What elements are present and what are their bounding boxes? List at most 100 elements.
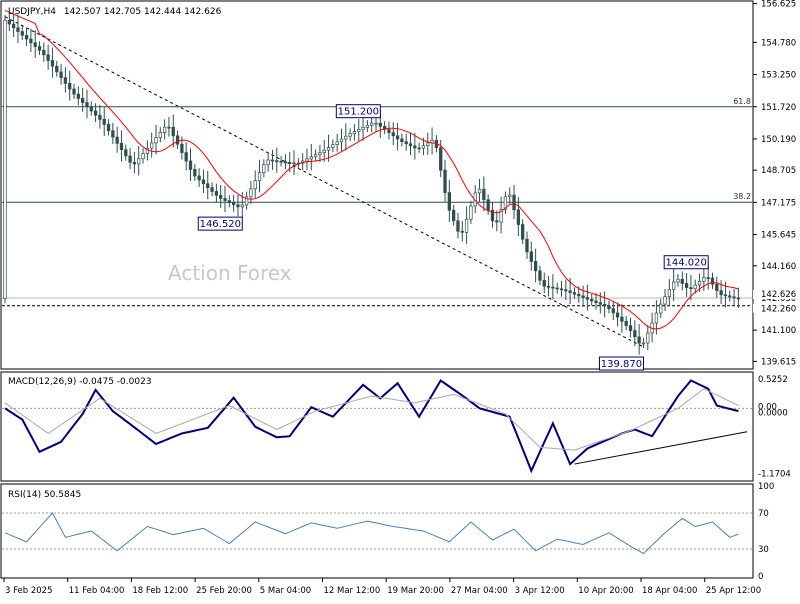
macd-layer — [2, 379, 752, 474]
price-axis-label: 148.705 — [761, 166, 796, 176]
candle-body — [447, 192, 451, 211]
candle-body — [460, 230, 464, 233]
candle-body — [270, 159, 275, 162]
candle-body — [309, 156, 313, 160]
candle-body — [624, 320, 628, 326]
candle-body — [145, 147, 150, 154]
candle-body — [288, 162, 292, 164]
candle-body — [219, 194, 223, 199]
candle-body — [279, 160, 283, 163]
candle-body — [188, 160, 193, 170]
candle-body — [249, 188, 253, 198]
candle-body — [240, 204, 244, 208]
macd-axis-label: 0.0000 — [758, 408, 788, 418]
candle-body — [370, 122, 374, 126]
candle-body — [482, 188, 486, 201]
candle-body — [352, 131, 357, 135]
candle-body — [512, 194, 516, 211]
candle-body — [697, 280, 702, 286]
candle-body — [495, 220, 499, 223]
current-price-box — [753, 290, 799, 300]
candle-body — [193, 169, 197, 177]
candle-body — [715, 283, 719, 291]
macd-panel-title: MACD(12,26,9) -0.0475 -0.0023 — [8, 377, 152, 387]
candle-body — [115, 136, 119, 144]
rsi-line — [4, 512, 739, 555]
candle-body — [572, 292, 577, 295]
ohlc-header: 142.507 142.705 142.444 142.626 — [64, 7, 222, 17]
candle-body — [76, 93, 80, 99]
x-axis-label: 19 Mar 20:00 — [387, 586, 444, 596]
candle-body — [490, 209, 495, 222]
candle-body — [413, 145, 417, 149]
candle-body — [421, 145, 426, 149]
x-axis-label: 25 Apr 12:00 — [706, 586, 761, 596]
candle-body — [29, 38, 33, 44]
rsi-axis-label: 70 — [758, 509, 769, 519]
candle-body — [244, 196, 249, 206]
candle-body — [408, 143, 413, 147]
candle-body — [305, 158, 309, 162]
price-layer: 61.8 38.2 151.200 146.520 144.020 139.870 — [2, 9, 752, 371]
candle-body — [236, 204, 240, 208]
candle-body — [615, 312, 620, 318]
x-axis-label: 12 Mar 12:00 — [324, 586, 381, 596]
candle-body — [542, 279, 546, 287]
candle-body — [154, 137, 158, 144]
price-panel-title: USDJPY,H4 142.507 142.705 142.444 142.62… — [8, 7, 222, 17]
x-axis-label: 18 Apr 04:00 — [642, 586, 697, 596]
candle-body — [728, 295, 732, 298]
candle-body — [89, 106, 93, 112]
candle-body — [68, 82, 72, 90]
candle-body — [533, 261, 538, 272]
macd-trendline — [574, 431, 748, 465]
candle-body — [663, 296, 667, 305]
rsi-panel — [0, 483, 754, 579]
candle-body — [689, 287, 693, 290]
candle-body — [551, 286, 555, 289]
candle-body — [538, 270, 542, 281]
candle-body — [46, 54, 50, 61]
candle-body — [477, 188, 482, 194]
candle-body — [646, 332, 650, 344]
price-axis-label: 153.250 — [761, 71, 796, 81]
candle-body — [598, 302, 602, 305]
rsi-panel-title: RSI(14) 50.5845 — [8, 490, 81, 500]
price-axis-label: 144.160 — [761, 262, 796, 272]
dashed-level-label: 142.260 — [761, 305, 796, 315]
candle-body — [197, 175, 201, 181]
candle-body — [620, 316, 624, 322]
candle-body — [404, 141, 408, 145]
rsi-layer — [2, 512, 752, 555]
macd-axis-label: -1.1704 — [758, 470, 791, 480]
current-price-label: 142.626 — [761, 290, 796, 300]
price-axis-label: 156.625 — [761, 0, 796, 10]
candle-body — [564, 289, 568, 292]
fib-label-38.2: 38.2 — [733, 192, 751, 201]
candle-body — [581, 295, 585, 298]
candle-body — [313, 154, 318, 158]
annotation-label: 139.870 — [601, 359, 642, 370]
candle-body — [568, 290, 572, 293]
candle-body — [684, 283, 689, 288]
candle-body — [33, 42, 37, 47]
candle-body — [525, 238, 529, 253]
candle-body — [335, 141, 339, 145]
price-axis-label: 154.780 — [761, 38, 796, 48]
candle-body — [292, 162, 296, 165]
candle-body — [128, 155, 132, 163]
candle-body — [637, 336, 641, 344]
candle-body — [102, 119, 106, 125]
candle-body — [365, 124, 370, 128]
macd-panel — [0, 371, 754, 482]
candle-body — [326, 147, 331, 151]
candle-body — [184, 152, 188, 162]
candle-body — [654, 312, 659, 324]
macd-axis-label: 0.00 — [758, 402, 777, 412]
x-axis-label: 3 Feb 2025 — [5, 586, 53, 596]
candle-body — [628, 325, 633, 331]
candle-body — [180, 143, 184, 153]
candle-body — [585, 297, 590, 300]
rsi-axis-label: 100 — [758, 482, 774, 492]
